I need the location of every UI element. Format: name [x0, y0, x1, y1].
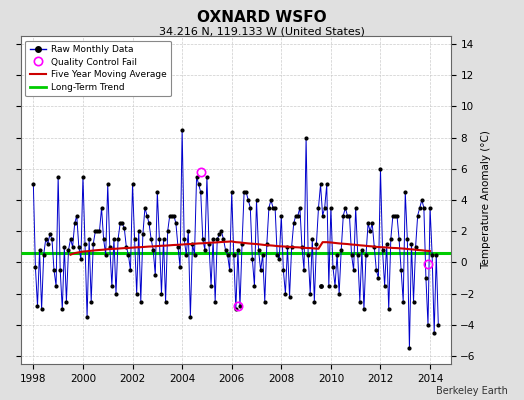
- Text: 34.216 N, 119.133 W (United States): 34.216 N, 119.133 W (United States): [159, 26, 365, 36]
- Text: Berkeley Earth: Berkeley Earth: [436, 386, 508, 396]
- Text: OXNARD WSFO: OXNARD WSFO: [197, 10, 327, 25]
- Legend: Raw Monthly Data, Quality Control Fail, Five Year Moving Average, Long-Term Tren: Raw Monthly Data, Quality Control Fail, …: [26, 40, 171, 96]
- Y-axis label: Temperature Anomaly (°C): Temperature Anomaly (°C): [481, 130, 492, 270]
